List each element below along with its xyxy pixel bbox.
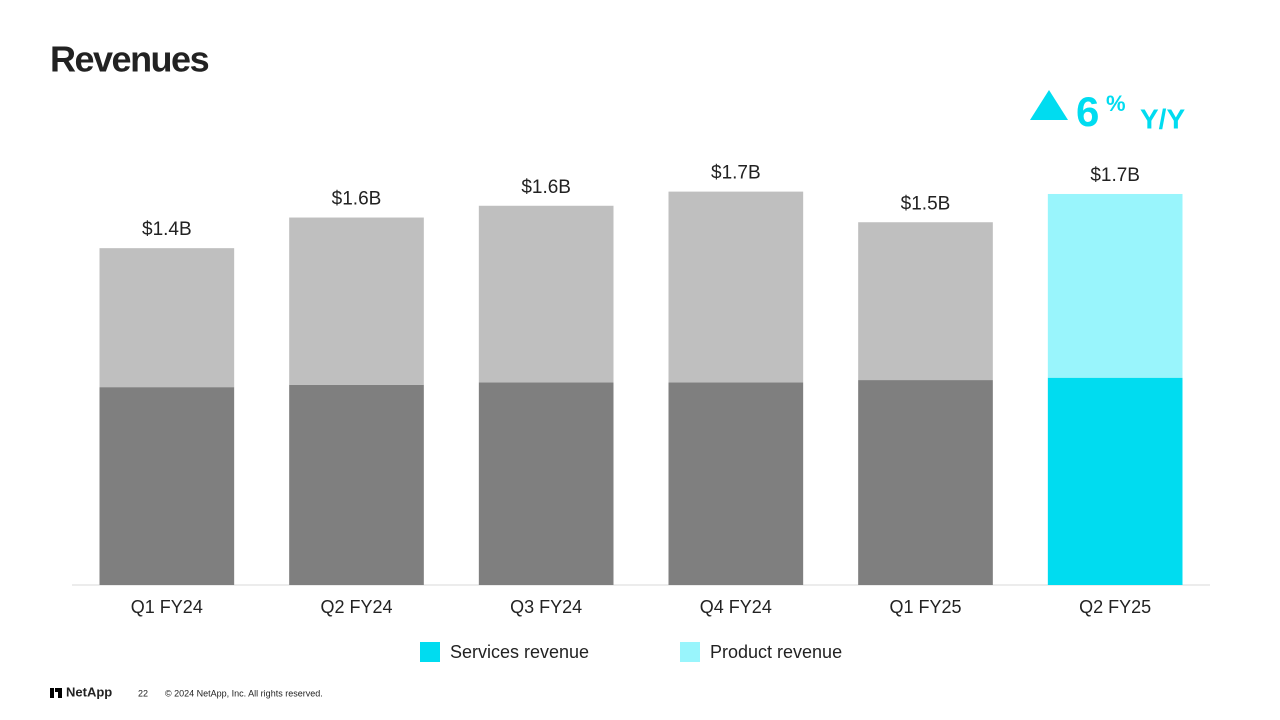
bar-segment xyxy=(858,222,993,381)
slide-title: Revenues xyxy=(50,39,209,80)
total-label: $1.7B xyxy=(711,163,761,184)
growth-value: 6 xyxy=(1076,88,1099,135)
x-tick-label: Q3 FY24 xyxy=(510,597,582,617)
bar-segment xyxy=(478,382,614,585)
growth-suffix: % xyxy=(1106,91,1126,116)
logo-mark xyxy=(55,688,62,692)
total-label: $1.5B xyxy=(901,193,951,214)
bar-segment xyxy=(668,191,804,383)
legend-label: Product revenue xyxy=(710,642,842,662)
copyright: © 2024 NetApp, Inc. All rights reserved. xyxy=(165,688,323,698)
legend-label: Services revenue xyxy=(450,642,589,662)
x-tick-label: Q1 FY24 xyxy=(131,597,203,617)
growth-label: Y/Y xyxy=(1140,103,1185,134)
legend-swatch xyxy=(680,642,700,662)
bar-segment xyxy=(289,384,424,585)
up-arrow xyxy=(1030,90,1068,120)
bar-segment xyxy=(1047,377,1183,585)
x-tick-label: Q2 FY25 xyxy=(1079,597,1151,617)
logo-mark xyxy=(58,691,62,698)
total-label: $1.6B xyxy=(521,177,571,198)
x-tick-label: Q1 FY25 xyxy=(889,597,961,617)
total-label: $1.4B xyxy=(142,219,192,240)
logo-mark xyxy=(50,688,54,698)
logo-text: NetApp xyxy=(66,684,112,699)
total-label: $1.6B xyxy=(332,189,382,210)
bar-segment xyxy=(478,205,614,383)
x-tick-label: Q4 FY24 xyxy=(700,597,772,617)
bar-segment xyxy=(289,217,424,385)
footer: NetApp 22 © 2024 NetApp, Inc. All rights… xyxy=(50,684,323,699)
bar-segment xyxy=(99,387,235,585)
bar-segment xyxy=(858,380,993,585)
bar-segment xyxy=(668,382,804,585)
bar-segment xyxy=(1047,193,1183,378)
total-label: $1.7B xyxy=(1090,165,1140,186)
x-tick-label: Q2 FY24 xyxy=(320,597,392,617)
bar-segment xyxy=(99,248,235,388)
legend-swatch xyxy=(420,642,440,662)
page-number: 22 xyxy=(138,688,148,698)
